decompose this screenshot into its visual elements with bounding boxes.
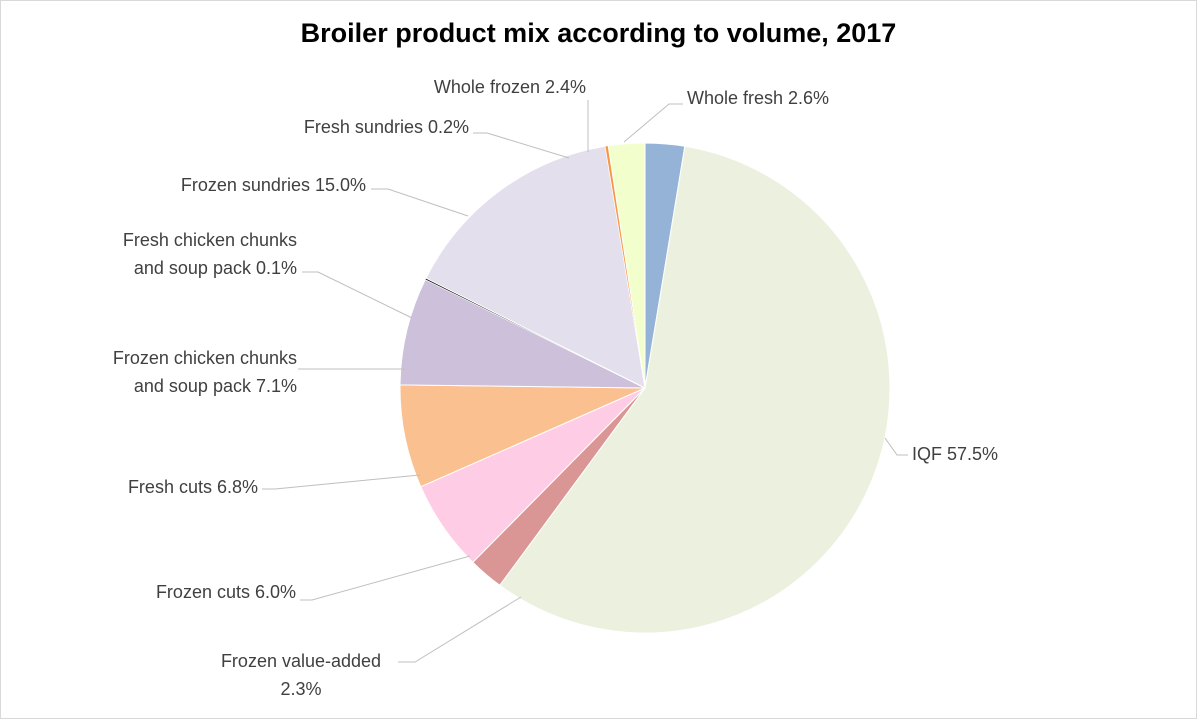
slice-whole-frozen bbox=[607, 142, 646, 389]
slice-fresh-chunks-leader-line bbox=[302, 271, 413, 319]
slice-whole-fresh-leader-line bbox=[623, 103, 683, 143]
slice-fresh-cuts-leader-line bbox=[262, 474, 421, 490]
slice-iqf bbox=[499, 145, 891, 634]
slice-whole-fresh-label: Whole fresh 2.6% bbox=[687, 88, 829, 108]
slice-frozen-value-added-leader-line bbox=[398, 596, 522, 663]
slice-frozen-chunks bbox=[399, 278, 646, 389]
slice-frozen-sundries bbox=[425, 145, 646, 389]
slice-frozen-sundries-leader-line bbox=[371, 188, 469, 217]
chart-title: Broiler product mix according to volume,… bbox=[300, 18, 897, 48]
slice-iqf-label: IQF 57.5% bbox=[912, 444, 998, 464]
slice-fresh-cuts bbox=[399, 384, 646, 488]
slice-fresh-sundries-leader-line bbox=[473, 132, 570, 159]
slice-iqf-leader-line bbox=[884, 437, 908, 456]
slice-fresh-sundries-label: Fresh sundries 0.2% bbox=[304, 117, 469, 137]
slice-frozen-cuts-label: Frozen cuts 6.0% bbox=[156, 582, 296, 602]
slice-fresh-chunks-label: Fresh chicken chunks and soup pack 0.1% bbox=[123, 230, 297, 278]
slice-frozen-sundries-label: Frozen sundries 15.0% bbox=[181, 175, 366, 195]
data-labels: Whole fresh 2.6% IQF 57.5% Frozen value-ad… bbox=[113, 77, 998, 699]
slice-frozen-chunks-label: Frozen chicken chunks and soup pack 7.1% bbox=[113, 348, 297, 396]
slice-fresh-cuts-label: Fresh cuts 6.8% bbox=[128, 477, 258, 497]
slice-frozen-value-added-label: Frozen value-added 2.3% bbox=[221, 651, 381, 699]
slice-frozen-cuts-leader-line bbox=[300, 555, 471, 601]
pie-slices bbox=[399, 142, 891, 634]
leader-lines bbox=[262, 100, 908, 663]
slice-whole-frozen-label: Whole frozen 2.4% bbox=[434, 77, 586, 97]
